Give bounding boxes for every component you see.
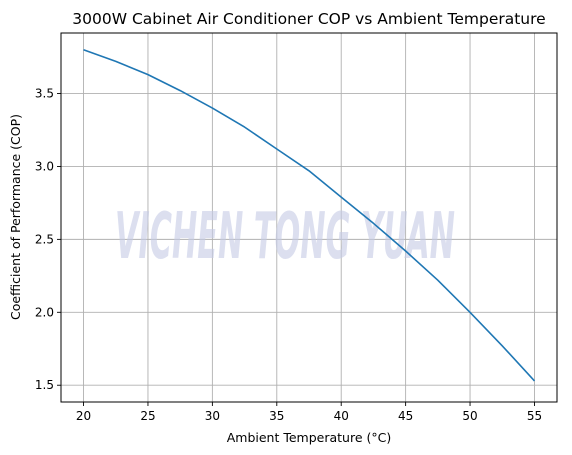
- y-tick-label: 1.5: [35, 378, 54, 392]
- x-tick-label: 50: [462, 409, 477, 423]
- x-tick-label: 35: [269, 409, 284, 423]
- x-tick-label: 20: [76, 409, 91, 423]
- series-layer: [83, 49, 536, 382]
- y-tick-label: 2.5: [35, 232, 54, 246]
- y-tick-label: 3.5: [35, 87, 54, 101]
- ticks: 20 25 30 35 40 45 50 55 1.5 2.0 2.5 3.0 3.5: [35, 87, 542, 423]
- grid: [61, 33, 557, 402]
- series-line: [83, 49, 536, 382]
- y-axis-label: Coefficient of Performance (COP): [8, 114, 23, 320]
- plot-frame: [60, 32, 558, 403]
- x-axis-label: Ambient Temperature (°C): [227, 430, 392, 445]
- chart-title: 3000W Cabinet Air Conditioner COP vs Amb…: [72, 10, 545, 28]
- x-tick-label: 40: [334, 409, 349, 423]
- x-tick-label: 30: [205, 409, 220, 423]
- y-tick-label: 3.0: [35, 159, 54, 173]
- x-tick-label: 45: [398, 409, 413, 423]
- watermark: VICHEN TONG YUAN: [115, 200, 455, 274]
- x-tick-label: 55: [527, 409, 542, 423]
- x-tick-label: 25: [140, 409, 155, 423]
- y-tick-label: 2.0: [35, 305, 54, 319]
